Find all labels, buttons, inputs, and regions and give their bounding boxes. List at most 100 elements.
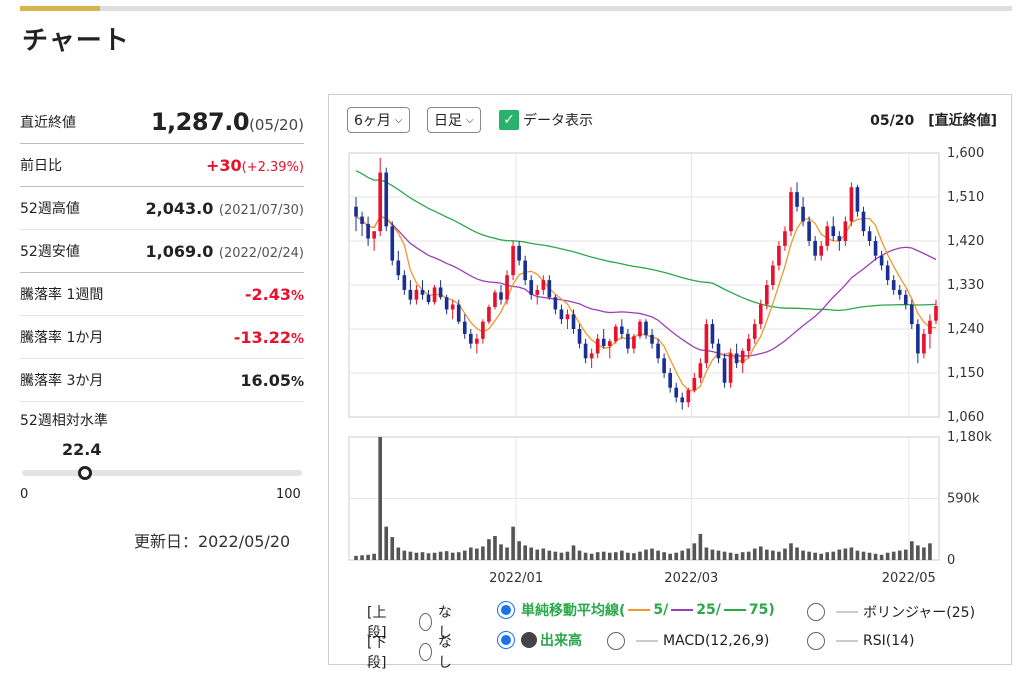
candle-body xyxy=(589,353,594,359)
sma25-label: 25/ xyxy=(696,602,721,618)
volume-bar xyxy=(601,551,606,560)
lower-none-option[interactable]: なし xyxy=(419,632,457,672)
candle-body xyxy=(879,255,884,266)
volume-bar xyxy=(903,549,908,560)
volume-bar xyxy=(517,541,521,560)
volume-bar xyxy=(396,547,401,560)
level-min: 0 xyxy=(20,487,29,502)
volume-bar xyxy=(456,552,461,560)
volume-bar xyxy=(372,553,376,560)
volume-bar xyxy=(620,550,624,560)
volume-bar xyxy=(426,553,431,560)
volume-bar xyxy=(771,550,775,560)
volume-bar xyxy=(638,551,642,560)
macd-option[interactable]: MACD(12,26,9) xyxy=(607,632,769,650)
interval-value: 日足 xyxy=(434,113,462,129)
volume-bar xyxy=(613,552,618,560)
volume-bar xyxy=(626,552,630,560)
volume-bar xyxy=(390,537,395,560)
volume-bar xyxy=(420,552,425,560)
latest-close-date: (05/20) xyxy=(249,115,304,134)
volume-option[interactable]: 出来高 xyxy=(497,630,582,650)
candle-body xyxy=(837,236,842,241)
radio-selected-icon[interactable] xyxy=(497,631,515,649)
period-value: 6ヶ月 xyxy=(354,113,391,129)
volume-bar xyxy=(656,550,660,560)
stat-label: 52週高値 xyxy=(20,201,80,217)
show-data-toggle[interactable]: ✓ データ表示 xyxy=(499,110,593,130)
radio-selected-icon[interactable] xyxy=(497,601,515,619)
volume-bar xyxy=(686,548,691,560)
upper-label: [上段] xyxy=(367,605,387,641)
candle-body xyxy=(831,226,836,237)
radio-icon[interactable] xyxy=(419,643,432,661)
stat-label: 前日比 xyxy=(20,158,62,174)
volume-bar xyxy=(438,551,443,560)
chart-panel: 6ヶ月 ⌵ 日足 ⌵ ✓ データ表示 05/20 [直近終値] 1,600 1,510 1,… xyxy=(328,94,1012,671)
price-volume-chart: 1,600 1,510 1,420 1,330 1,240 1,150 1,060 1,180… xyxy=(348,146,992,586)
candle-body xyxy=(674,387,679,398)
candle-body xyxy=(807,221,811,241)
volume-bar xyxy=(559,552,564,560)
volume-bar xyxy=(722,551,727,560)
volume-bar xyxy=(922,547,926,560)
radio-icon[interactable] xyxy=(607,632,625,650)
rsi-option[interactable]: RSI(14) xyxy=(807,632,914,650)
candle-body xyxy=(420,289,425,295)
radio-icon[interactable] xyxy=(807,632,825,650)
rsi-label: RSI(14) xyxy=(863,633,915,649)
bollinger-option[interactable]: ボリンジャー(25) xyxy=(807,602,975,622)
price-tick-label: 1,240 xyxy=(947,322,984,337)
volume-bar xyxy=(795,547,799,560)
interval-select[interactable]: 日足 ⌵ xyxy=(427,107,481,133)
volume-bar xyxy=(758,546,763,560)
volume-bar xyxy=(873,553,878,560)
period-select[interactable]: 6ヶ月 ⌵ xyxy=(347,107,410,133)
volume-bar xyxy=(849,547,854,560)
level-label: 52週相対水準 xyxy=(20,413,108,429)
radio-icon[interactable] xyxy=(807,603,825,621)
candle-body xyxy=(903,294,908,305)
volume-bar xyxy=(577,550,582,560)
volume-bar xyxy=(535,549,540,560)
radio-icon[interactable] xyxy=(419,613,432,631)
volume-bar xyxy=(813,552,817,560)
volume-bar xyxy=(595,552,600,560)
sma25-line xyxy=(355,215,937,357)
candle-body xyxy=(601,338,606,347)
candle-body xyxy=(710,324,715,344)
candle-body xyxy=(916,324,920,354)
rsi-swatch xyxy=(836,640,858,642)
volume-bar xyxy=(855,550,860,560)
sma-option[interactable]: 単純移動平均線(5/25/75) xyxy=(497,600,775,620)
volume-bar xyxy=(837,549,842,560)
candle-body xyxy=(843,221,848,241)
candle-body xyxy=(734,353,739,364)
prev-diff-value: +30 xyxy=(205,155,242,175)
volume-bar xyxy=(589,553,594,560)
stats-panel: 直近終値 1,287.0(05/20) 前日比 +30(+2.39%) 52週高… xyxy=(20,100,304,402)
x-tick-label: 2022/03 xyxy=(664,571,718,586)
stat-label: 52週安値 xyxy=(20,244,80,260)
candle-body xyxy=(650,334,654,344)
volume-bar xyxy=(662,552,666,560)
volume-bar xyxy=(644,549,648,560)
candle-body xyxy=(535,289,540,295)
candle-body xyxy=(704,324,709,364)
candle-body xyxy=(499,292,503,300)
volume-dot-icon xyxy=(521,632,537,648)
upper-none-option[interactable]: なし xyxy=(419,602,457,642)
level-track xyxy=(22,466,302,480)
level-knob xyxy=(77,466,92,480)
candle-body xyxy=(722,358,727,383)
bollinger-label: ボリンジャー(25) xyxy=(863,605,976,621)
volume-bar xyxy=(547,550,552,560)
stat-label: 騰落率 1週間 xyxy=(20,287,104,303)
candle-body xyxy=(795,192,799,207)
candle-body xyxy=(692,377,697,391)
chart-date: 05/20 [直近終値] xyxy=(856,110,997,130)
candle-body xyxy=(662,358,666,373)
updated-date: 更新日：2022/05/20 xyxy=(134,532,291,551)
checkbox-checked-icon[interactable]: ✓ xyxy=(499,110,519,130)
volume-bar xyxy=(408,551,413,560)
